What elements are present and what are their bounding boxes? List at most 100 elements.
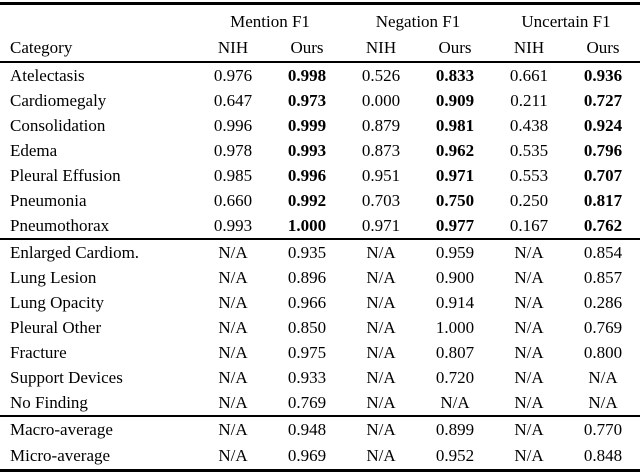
- table-row: Consolidation 0.996 0.999 0.879 0.981 0.438 0.…: [0, 113, 640, 138]
- value-cell: N/A: [218, 243, 248, 262]
- value-cell: 0.850: [287, 318, 327, 337]
- table-row: Fracture N/A 0.975 N/A 0.807 N/A 0.800: [0, 340, 640, 365]
- category-cell: Micro-average: [10, 446, 111, 465]
- value-cell: 0.935: [287, 243, 327, 262]
- value-cell: N/A: [218, 446, 248, 465]
- value-cell: N/A: [366, 293, 396, 312]
- value-cell: N/A: [218, 318, 248, 337]
- value-cell: N/A: [366, 343, 396, 362]
- category-cell: Pneumonia: [10, 191, 87, 210]
- value-cell: N/A: [514, 393, 544, 412]
- value-cell: 0.167: [509, 216, 549, 235]
- value-cell: 0.647: [213, 91, 253, 110]
- value-cell: 0.438: [509, 116, 549, 135]
- value-cell: 0.966: [287, 293, 327, 312]
- value-cell: 0.924: [583, 116, 623, 135]
- table-row: Pleural Other N/A 0.850 N/A 1.000 N/A 0.769: [0, 315, 640, 340]
- value-cell: 0.873: [361, 141, 401, 160]
- table-row: Support Devices N/A 0.933 N/A 0.720 N/A N/A: [0, 365, 640, 390]
- value-cell: 0.899: [435, 420, 475, 439]
- value-cell: N/A: [366, 368, 396, 387]
- category-cell: Cardiomegaly: [10, 91, 107, 110]
- value-cell: 0.952: [435, 446, 475, 465]
- table-row: Lung Lesion N/A 0.896 N/A 0.900 N/A 0.857: [0, 265, 640, 290]
- value-cell: 0.817: [583, 191, 623, 210]
- column-header-nih: NIH: [365, 38, 397, 57]
- value-cell: 0.969: [287, 446, 327, 465]
- value-cell: 0.857: [583, 268, 623, 287]
- value-cell: 0.750: [435, 191, 475, 210]
- category-cell: No Finding: [10, 393, 88, 412]
- value-cell: N/A: [588, 393, 618, 412]
- table-block-averages: Macro-average N/A 0.948 N/A 0.899 N/A 0.770 Mic…: [0, 416, 640, 471]
- column-header-nih: NIH: [217, 38, 249, 57]
- value-cell: 0.286: [583, 293, 623, 312]
- category-cell: Fracture: [10, 343, 67, 362]
- value-cell: 0.951: [361, 166, 401, 185]
- category-cell: Pleural Other: [10, 318, 102, 337]
- table-block-observed: Atelectasis 0.976 0.998 0.526 0.833 0.661 0.93…: [0, 62, 640, 239]
- value-cell: 1.000: [287, 216, 327, 235]
- category-cell: Atelectasis: [10, 66, 85, 85]
- table-row: Lung Opacity N/A 0.966 N/A 0.914 N/A 0.286: [0, 290, 640, 315]
- value-cell: 0.996: [287, 166, 327, 185]
- value-cell: 0.879: [361, 116, 401, 135]
- table-row: Micro-average N/A 0.969 N/A 0.952 N/A 0.848: [0, 443, 640, 471]
- value-cell: 0.975: [287, 343, 327, 362]
- value-cell: N/A: [588, 368, 618, 387]
- value-cell: 0.959: [435, 243, 475, 262]
- value-cell: 0.999: [287, 116, 327, 135]
- value-cell: N/A: [366, 268, 396, 287]
- value-cell: N/A: [440, 393, 470, 412]
- value-cell: 0.977: [435, 216, 475, 235]
- value-cell: 0.211: [510, 91, 548, 110]
- value-cell: N/A: [514, 268, 544, 287]
- table-row: Pneumonia 0.660 0.992 0.703 0.750 0.250 0.817: [0, 188, 640, 213]
- table-row: Atelectasis 0.976 0.998 0.526 0.833 0.661 0.93…: [0, 62, 640, 88]
- table-row: Edema 0.978 0.993 0.873 0.962 0.535 0.796: [0, 138, 640, 163]
- value-cell: 0.985: [213, 166, 253, 185]
- value-cell: 0.971: [435, 166, 475, 185]
- table-row: Enlarged Cardiom. N/A 0.935 N/A 0.959 N/A 0.85…: [0, 239, 640, 265]
- category-cell: Consolidation: [10, 116, 106, 135]
- value-cell: N/A: [218, 268, 248, 287]
- value-cell: 0.900: [435, 268, 475, 287]
- value-cell: 0.796: [583, 141, 623, 160]
- value-cell: N/A: [514, 243, 544, 262]
- value-cell: 0.727: [583, 91, 623, 110]
- value-cell: 0.978: [213, 141, 253, 160]
- value-cell: 0.854: [583, 243, 623, 262]
- value-cell: 0.661: [509, 66, 549, 85]
- value-cell: 0.962: [435, 141, 475, 160]
- table-block-new-categories: Enlarged Cardiom. N/A 0.935 N/A 0.959 N/A 0.85…: [0, 239, 640, 416]
- value-cell: N/A: [514, 446, 544, 465]
- value-cell: N/A: [366, 420, 396, 439]
- value-cell: 0.000: [361, 91, 401, 110]
- value-cell: N/A: [514, 368, 544, 387]
- value-cell: 0.998: [287, 66, 327, 85]
- value-cell: N/A: [514, 343, 544, 362]
- category-cell: Lung Lesion: [10, 268, 97, 287]
- value-cell: 0.909: [435, 91, 475, 110]
- table-row: Pleural Effusion 0.985 0.996 0.951 0.971 0.55…: [0, 163, 640, 188]
- value-cell: 0.896: [287, 268, 327, 287]
- value-cell: N/A: [218, 393, 248, 412]
- value-cell: 0.914: [435, 293, 475, 312]
- category-cell: Pleural Effusion: [10, 166, 121, 185]
- value-cell: 0.992: [287, 191, 327, 210]
- value-cell: 0.971: [361, 216, 401, 235]
- column-header-ours: Ours: [586, 38, 620, 57]
- column-header-ours: Ours: [290, 38, 324, 57]
- value-cell: 0.996: [213, 116, 253, 135]
- value-cell: 0.933: [287, 368, 327, 387]
- column-header-ours: Ours: [438, 38, 472, 57]
- value-cell: N/A: [218, 343, 248, 362]
- value-cell: 0.720: [435, 368, 475, 387]
- value-cell: 0.553: [509, 166, 549, 185]
- value-cell: 0.976: [213, 66, 253, 85]
- group-header-negation-f1: Negation F1: [375, 12, 461, 31]
- value-cell: N/A: [514, 318, 544, 337]
- value-cell: 0.770: [583, 420, 623, 439]
- value-cell: N/A: [514, 420, 544, 439]
